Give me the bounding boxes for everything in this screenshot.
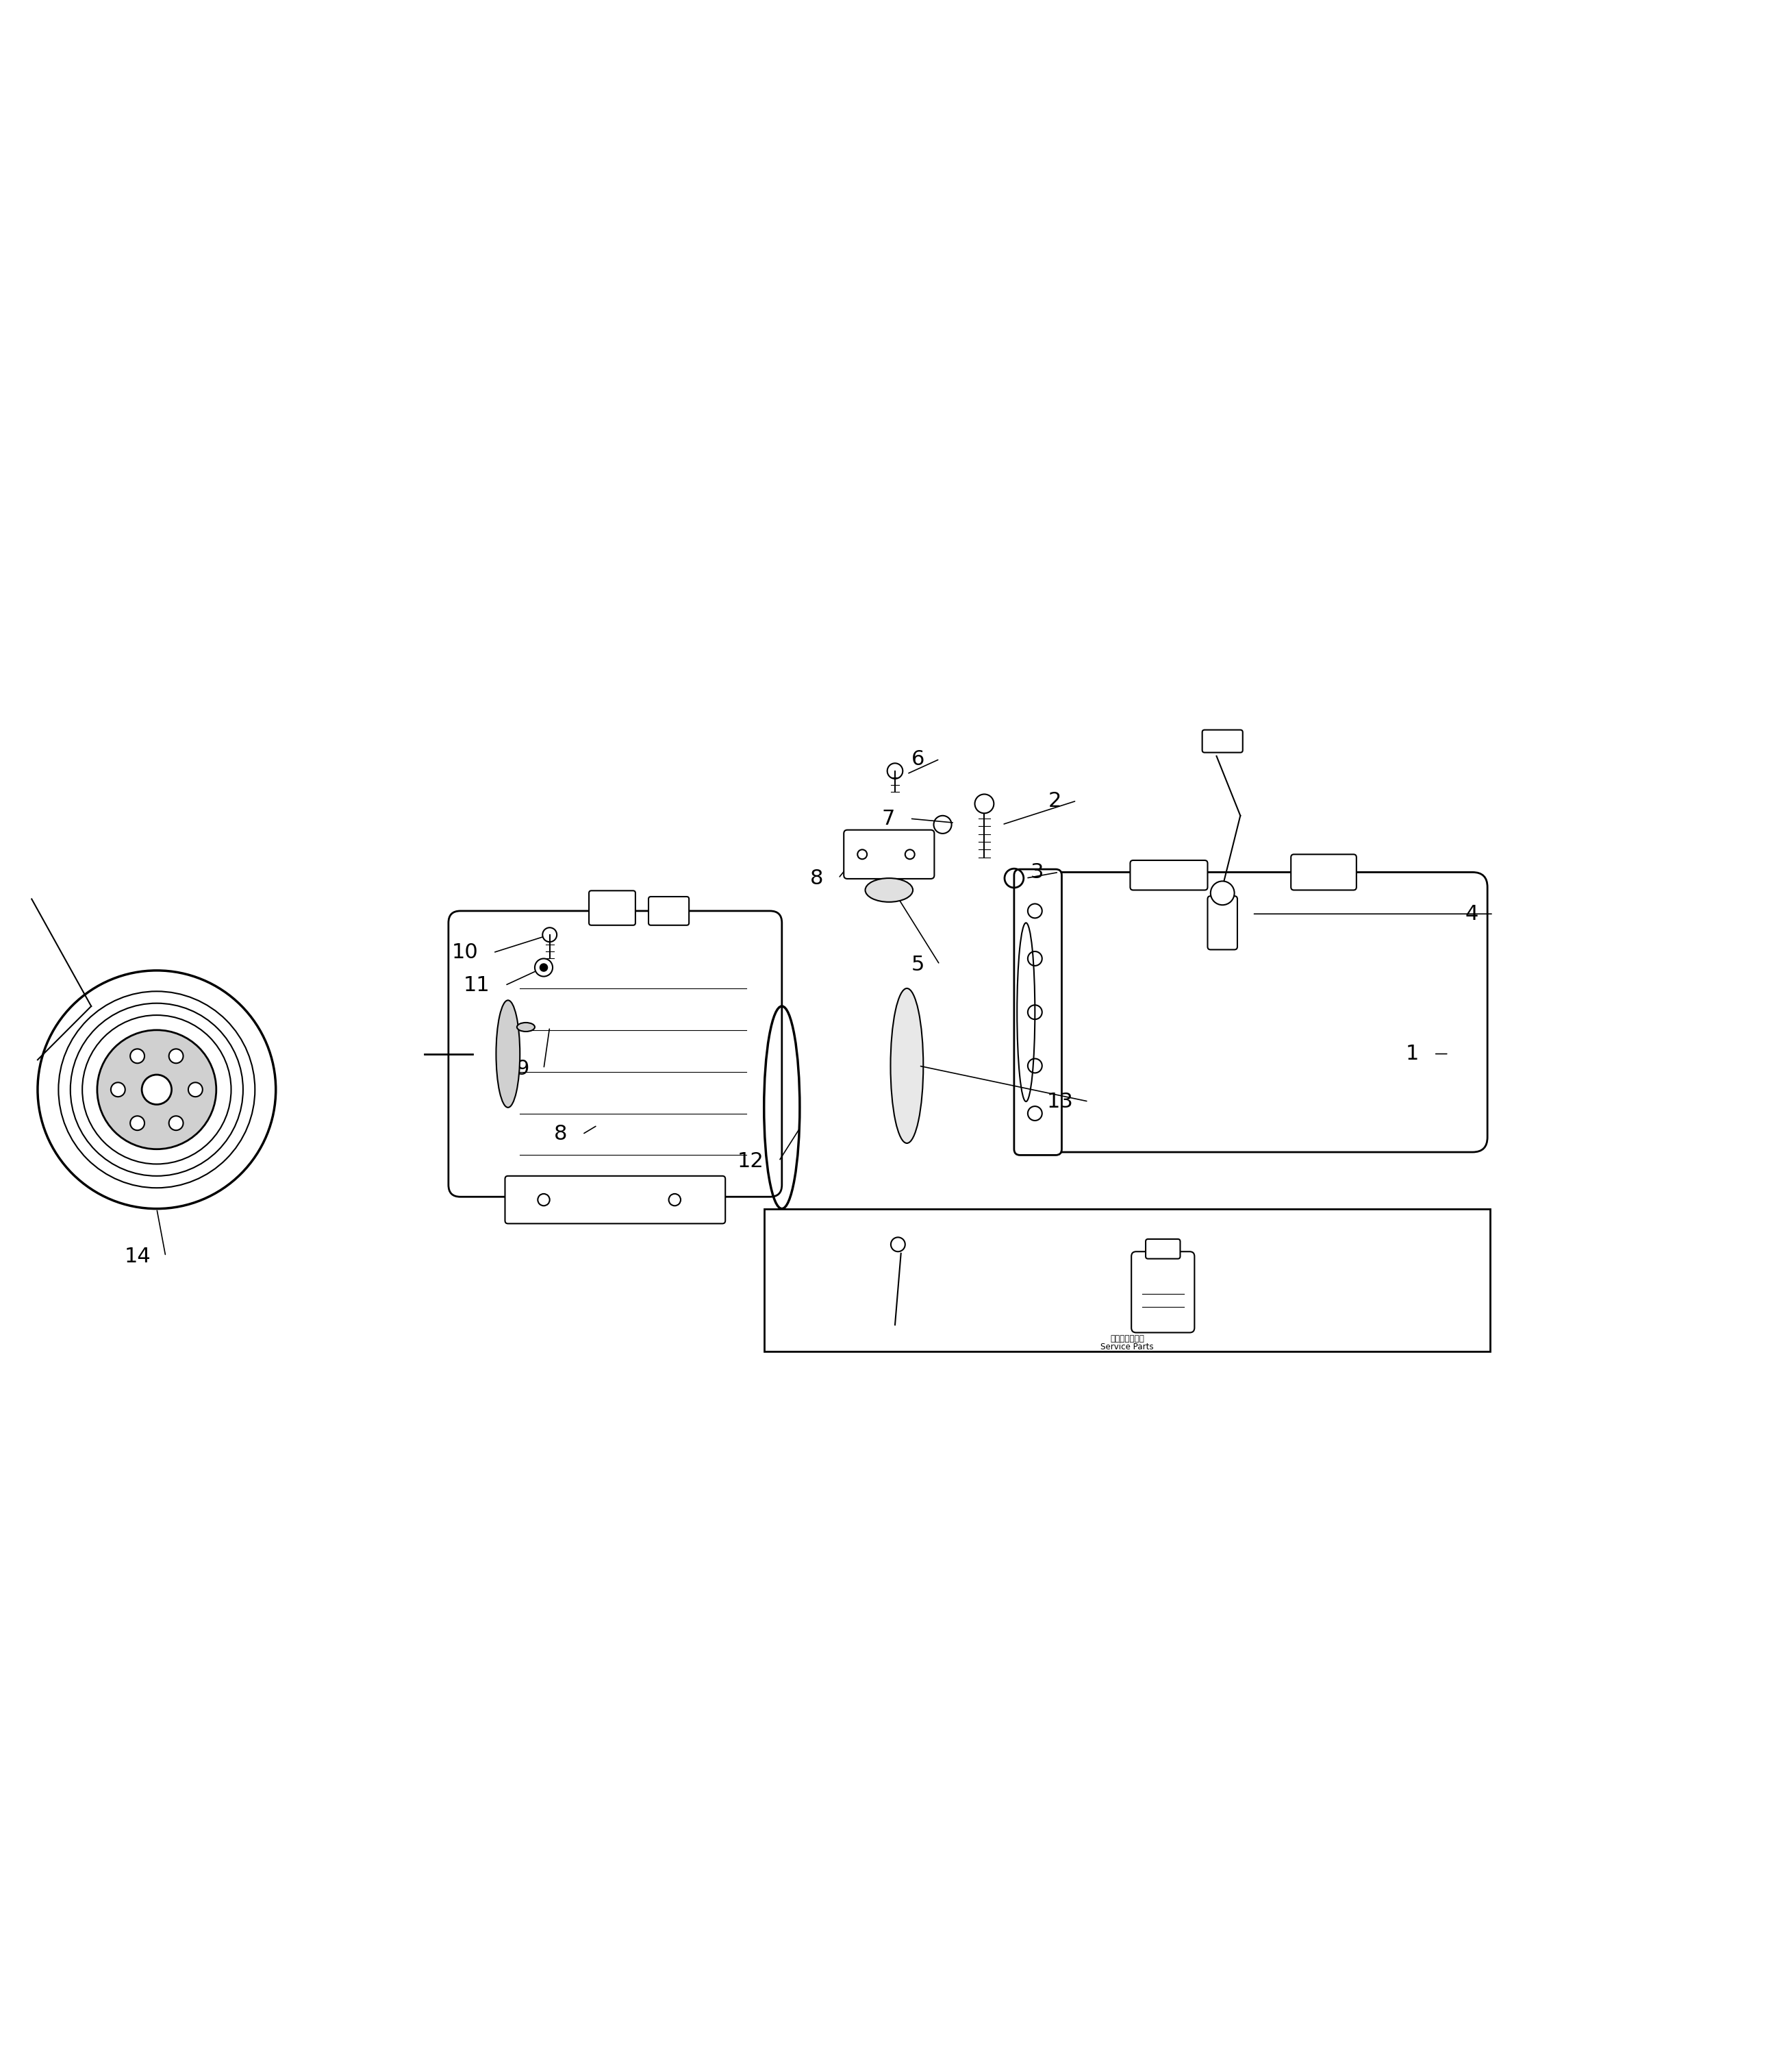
Circle shape	[535, 959, 553, 976]
FancyBboxPatch shape	[505, 1177, 725, 1225]
Circle shape	[891, 1237, 906, 1251]
Text: 3: 3	[1031, 862, 1044, 883]
Text: サービスハーツ: サービスハーツ	[1110, 1334, 1144, 1343]
Text: 13: 13	[1047, 1092, 1074, 1111]
FancyBboxPatch shape	[1203, 729, 1242, 752]
FancyBboxPatch shape	[648, 897, 689, 926]
Circle shape	[38, 970, 276, 1208]
Ellipse shape	[517, 1024, 535, 1032]
Ellipse shape	[865, 879, 913, 901]
FancyBboxPatch shape	[1146, 1239, 1180, 1258]
Circle shape	[537, 1193, 550, 1206]
Text: 5: 5	[911, 955, 925, 974]
Circle shape	[542, 928, 557, 943]
Circle shape	[168, 1117, 183, 1129]
Text: 1: 1	[1405, 1044, 1419, 1063]
Circle shape	[1027, 903, 1042, 918]
Text: 8: 8	[811, 868, 823, 889]
FancyBboxPatch shape	[1129, 860, 1208, 891]
Text: 10: 10	[451, 943, 478, 963]
FancyBboxPatch shape	[1015, 870, 1061, 1154]
Circle shape	[857, 850, 866, 860]
FancyBboxPatch shape	[1208, 895, 1237, 949]
Ellipse shape	[496, 1001, 519, 1106]
Circle shape	[141, 1075, 172, 1104]
FancyBboxPatch shape	[1291, 854, 1357, 891]
Text: 2: 2	[1049, 792, 1061, 810]
Text: 14: 14	[124, 1247, 150, 1266]
Ellipse shape	[891, 988, 924, 1144]
Text: 8: 8	[555, 1125, 567, 1144]
Circle shape	[131, 1117, 145, 1129]
Circle shape	[1027, 1005, 1042, 1019]
Circle shape	[1027, 1059, 1042, 1073]
Text: 16: 16	[822, 1268, 847, 1287]
Text: 12: 12	[737, 1152, 764, 1171]
Text: 11: 11	[464, 976, 490, 995]
Text: 6: 6	[911, 750, 925, 769]
Circle shape	[1027, 1106, 1042, 1121]
FancyBboxPatch shape	[1131, 1251, 1194, 1332]
Circle shape	[97, 1030, 217, 1150]
Circle shape	[888, 762, 902, 779]
FancyBboxPatch shape	[1029, 872, 1487, 1152]
Circle shape	[669, 1193, 680, 1206]
Text: 15: 15	[1344, 1262, 1371, 1280]
Circle shape	[976, 794, 993, 814]
Circle shape	[541, 963, 548, 972]
Circle shape	[1210, 881, 1235, 905]
Text: 9: 9	[516, 1059, 528, 1080]
Circle shape	[906, 850, 915, 860]
FancyBboxPatch shape	[589, 891, 635, 926]
Circle shape	[168, 1048, 183, 1063]
Text: 7: 7	[882, 808, 895, 829]
Bar	[764, 1208, 1491, 1351]
Circle shape	[111, 1082, 125, 1096]
FancyBboxPatch shape	[449, 912, 782, 1198]
Circle shape	[1027, 951, 1042, 966]
Circle shape	[188, 1082, 202, 1096]
Text: 4: 4	[1466, 903, 1479, 924]
Text: Service Parts: Service Parts	[1101, 1343, 1155, 1351]
FancyBboxPatch shape	[843, 831, 934, 879]
Circle shape	[131, 1048, 145, 1063]
